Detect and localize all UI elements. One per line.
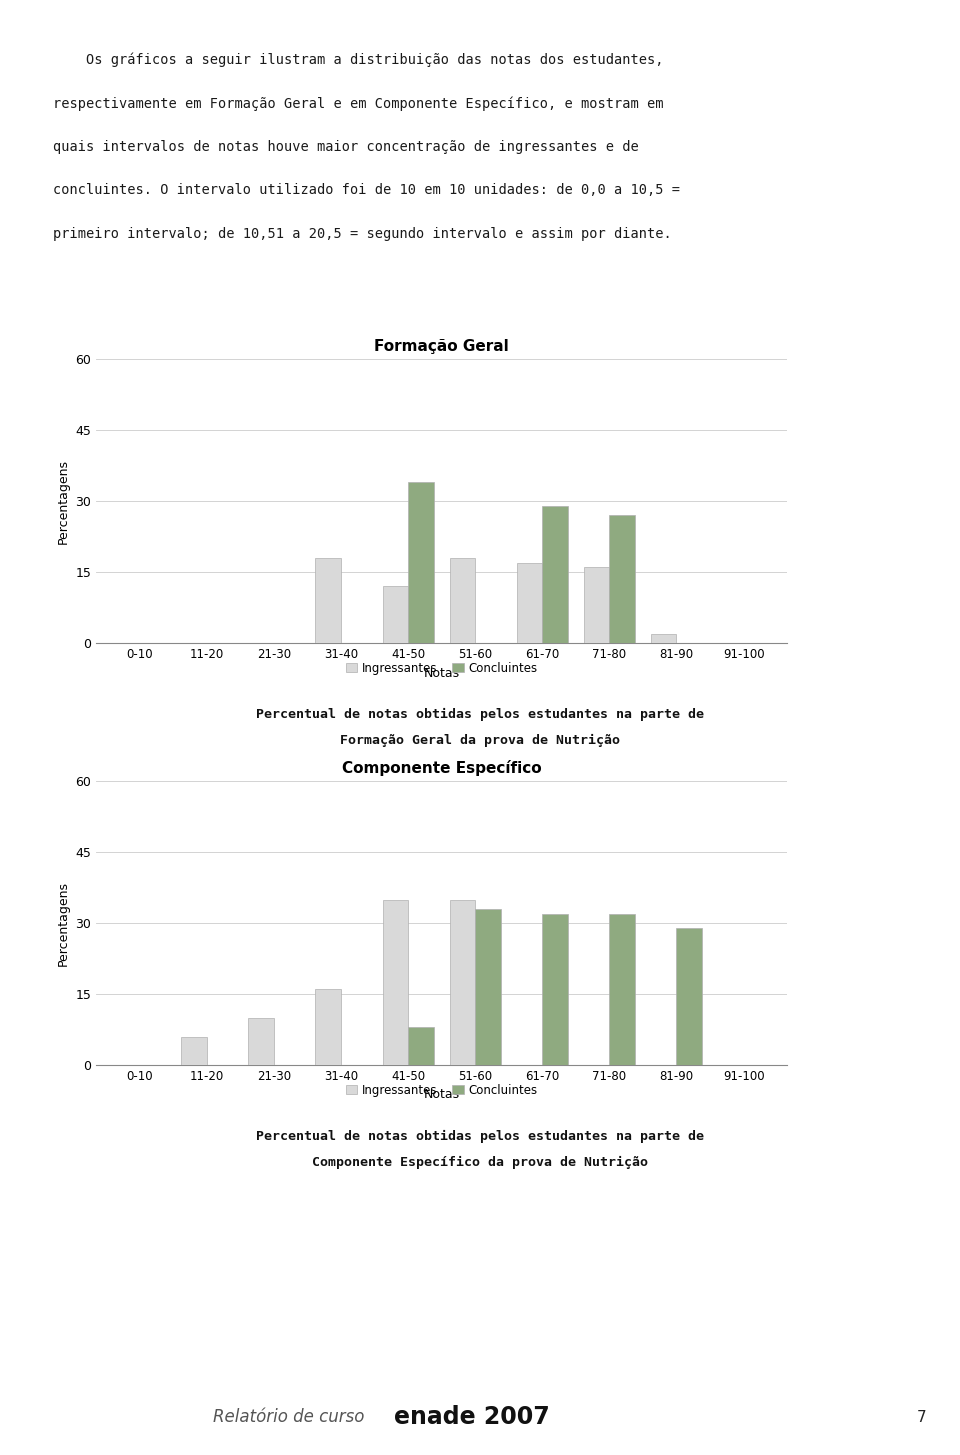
Bar <box>449 557 475 643</box>
Bar <box>449 899 475 1065</box>
Text: Percentual de notas obtidas pelos estudantes na parte de: Percentual de notas obtidas pelos estuda… <box>256 1131 704 1142</box>
Bar <box>382 586 408 643</box>
Bar <box>181 1036 206 1065</box>
Bar <box>542 914 567 1065</box>
X-axis label: Notas: Notas <box>423 666 460 679</box>
Legend: Ingressantes, Concluintes: Ingressantes, Concluintes <box>346 1084 538 1097</box>
Text: Os gráficos a seguir ilustram a distribuição das notas dos estudantes,: Os gráficos a seguir ilustram a distribu… <box>53 52 663 67</box>
Title: Componente Específico: Componente Específico <box>342 760 541 776</box>
Text: respectivamente em Formação Geral e em Componente Específico, e mostram em: respectivamente em Formação Geral e em C… <box>53 96 663 111</box>
Text: enade 2007: enade 2007 <box>394 1406 549 1429</box>
Text: Formação Geral da prova de Nutrição: Formação Geral da prova de Nutrição <box>340 735 620 746</box>
Text: Relatório de curso: Relatório de curso <box>213 1408 365 1426</box>
Bar <box>382 899 408 1065</box>
Bar <box>584 567 610 643</box>
Y-axis label: Percentagens: Percentagens <box>57 880 70 966</box>
Bar <box>516 563 542 643</box>
Legend: Ingressantes, Concluintes: Ingressantes, Concluintes <box>346 662 538 675</box>
Bar <box>408 1027 434 1065</box>
Text: 7: 7 <box>917 1410 926 1424</box>
Title: Formação Geral: Formação Geral <box>374 339 509 354</box>
Bar <box>651 633 677 643</box>
Bar <box>316 557 341 643</box>
Text: primeiro intervalo; de 10,51 a 20,5 = segundo intervalo e assim por diante.: primeiro intervalo; de 10,51 a 20,5 = se… <box>53 227 672 242</box>
Bar <box>475 909 501 1065</box>
Bar <box>542 506 567 643</box>
Text: quais intervalos de notas houve maior concentração de ingressantes e de: quais intervalos de notas houve maior co… <box>53 140 638 154</box>
Text: concluintes. O intervalo utilizado foi de 10 em 10 unidades: de 0,0 a 10,5 =: concluintes. O intervalo utilizado foi d… <box>53 183 680 198</box>
Bar <box>316 989 341 1065</box>
Bar <box>610 515 635 643</box>
Bar <box>408 482 434 643</box>
Y-axis label: Percentagens: Percentagens <box>57 458 70 544</box>
Text: Percentual de notas obtidas pelos estudantes na parte de: Percentual de notas obtidas pelos estuda… <box>256 709 704 720</box>
Bar <box>610 914 635 1065</box>
Bar <box>249 1018 274 1065</box>
X-axis label: Notas: Notas <box>423 1088 460 1101</box>
Text: Componente Específico da prova de Nutrição: Componente Específico da prova de Nutriç… <box>312 1157 648 1168</box>
Bar <box>677 928 702 1065</box>
